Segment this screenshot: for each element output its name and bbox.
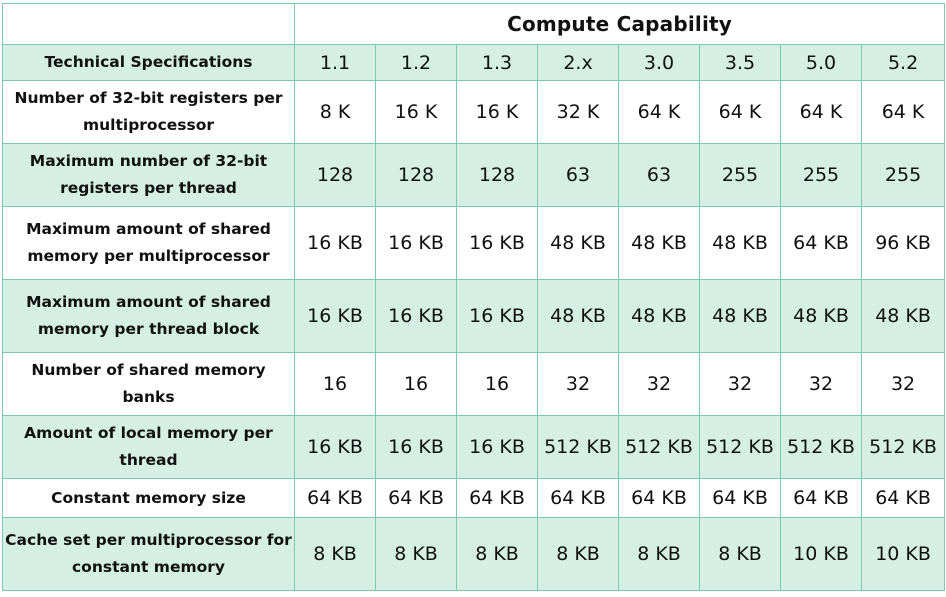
table-cell: 96 KB: [860, 206, 946, 280]
row-label: Number of shared memory banks: [2, 352, 295, 416]
table-cell: 48 KB: [699, 206, 781, 280]
table-cell: 10 KB: [860, 517, 946, 591]
table-cell: 8 KB: [537, 517, 619, 591]
table-cell: 16 KB: [375, 415, 457, 479]
row-label: Constant memory size: [2, 478, 295, 518]
table-row: Amount of local memory per thread 16 KB …: [2, 415, 946, 479]
version-header: 3.0: [618, 44, 700, 81]
table-cell: 64 K: [860, 80, 946, 144]
table-cell: 16 KB: [456, 279, 538, 353]
table-row: Maximum amount of shared memory per mult…: [2, 206, 946, 280]
version-header: 3.5: [699, 44, 781, 81]
table-cell: 48 KB: [699, 279, 781, 353]
table-cell: 512 KB: [537, 415, 619, 479]
table-cell: 64 KB: [294, 478, 376, 518]
table-cell: 512 KB: [860, 415, 946, 479]
table-cell: 48 KB: [618, 279, 700, 353]
title-row: Compute Capability: [2, 3, 946, 45]
table-cell: 8 KB: [456, 517, 538, 591]
table-cell: 16 KB: [375, 279, 457, 353]
spec-column-header: Technical Specifications: [2, 44, 295, 81]
table-cell: 64 K: [780, 80, 862, 144]
table-cell: 64 K: [618, 80, 700, 144]
table-cell: 48 KB: [780, 279, 862, 353]
table-cell: 128: [294, 143, 376, 207]
table-row: Cache set per multiprocessor for constan…: [2, 517, 946, 591]
table-cell: 16 K: [375, 80, 457, 144]
row-label: Maximum amount of shared memory per thre…: [2, 279, 295, 353]
table-cell: 255: [860, 143, 946, 207]
table-cell: 64 KB: [780, 478, 862, 518]
table-cell: 16 KB: [294, 415, 376, 479]
table-cell: 63: [537, 143, 619, 207]
version-header: 2.x: [537, 44, 619, 81]
table-row: Maximum number of 32-bit registers per t…: [2, 143, 946, 207]
table-cell: 16: [456, 352, 538, 416]
table-cell: 64 KB: [780, 206, 862, 280]
table-cell: 16 K: [456, 80, 538, 144]
table-cell: 64 KB: [618, 478, 700, 518]
table-cell: 512 KB: [780, 415, 862, 479]
table-cell: 255: [780, 143, 862, 207]
table-cell: 63: [618, 143, 700, 207]
compute-capability-table: Compute Capability Technical Specificati…: [2, 3, 946, 591]
row-label: Cache set per multiprocessor for constan…: [2, 517, 295, 591]
table-cell: 48 KB: [537, 279, 619, 353]
version-header-row: Technical Specifications 1.1 1.2 1.3 2.x…: [2, 44, 946, 81]
table-cell: 512 KB: [618, 415, 700, 479]
table-cell: 16: [294, 352, 376, 416]
table-cell: 32: [860, 352, 946, 416]
table-cell: 16: [375, 352, 457, 416]
table-title: Compute Capability: [293, 3, 946, 45]
row-label: Number of 32-bit registers per multiproc…: [2, 80, 295, 144]
version-header: 1.2: [375, 44, 457, 81]
table-cell: 8 KB: [699, 517, 781, 591]
table-cell: 64 KB: [860, 478, 946, 518]
table-cell: 8 KB: [294, 517, 376, 591]
version-header: 5.0: [780, 44, 862, 81]
table-cell: 128: [456, 143, 538, 207]
table-cell: 16 KB: [456, 415, 538, 479]
row-label: Maximum number of 32-bit registers per t…: [2, 143, 295, 207]
table-cell: 32: [780, 352, 862, 416]
table-cell: 8 K: [294, 80, 376, 144]
corner-cell: [2, 3, 295, 45]
table-cell: 16 KB: [456, 206, 538, 280]
table-cell: 8 KB: [618, 517, 700, 591]
table-cell: 16 KB: [294, 279, 376, 353]
table-row: Constant memory size 64 KB 64 KB 64 KB 6…: [2, 478, 946, 518]
row-label: Amount of local memory per thread: [2, 415, 295, 479]
version-header: 1.3: [456, 44, 538, 81]
table-cell: 48 KB: [618, 206, 700, 280]
version-header: 1.1: [294, 44, 376, 81]
table-cell: 48 KB: [860, 279, 946, 353]
table-cell: 64 KB: [456, 478, 538, 518]
table-cell: 64 KB: [699, 478, 781, 518]
row-label: Maximum amount of shared memory per mult…: [2, 206, 295, 280]
version-header: 5.2: [860, 44, 946, 81]
table-cell: 10 KB: [780, 517, 862, 591]
table-row: Number of 32-bit registers per multiproc…: [2, 80, 946, 144]
table-row: Maximum amount of shared memory per thre…: [2, 279, 946, 353]
table-cell: 64 K: [699, 80, 781, 144]
table-cell: 16 KB: [294, 206, 376, 280]
table-cell: 32 K: [537, 80, 619, 144]
table-cell: 8 KB: [375, 517, 457, 591]
table-cell: 32: [699, 352, 781, 416]
table-cell: 32: [537, 352, 619, 416]
table-row: Number of shared memory banks 16 16 16 3…: [2, 352, 946, 416]
table-cell: 64 KB: [375, 478, 457, 518]
table-cell: 32: [618, 352, 700, 416]
table-cell: 48 KB: [537, 206, 619, 280]
table-cell: 512 KB: [699, 415, 781, 479]
table-cell: 255: [699, 143, 781, 207]
table-cell: 64 KB: [537, 478, 619, 518]
table-cell: 16 KB: [375, 206, 457, 280]
table-cell: 128: [375, 143, 457, 207]
